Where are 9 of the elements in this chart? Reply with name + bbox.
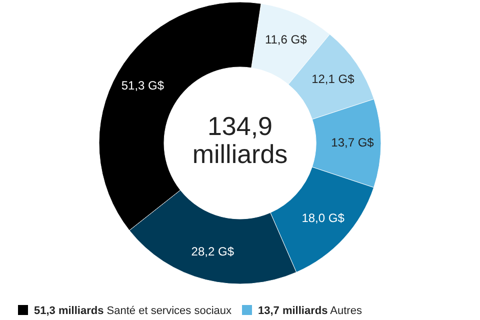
data-label: 51,3 G$ xyxy=(121,78,164,93)
text: 134,9 milliards xyxy=(192,111,288,169)
data-label: 11,6 G$ xyxy=(264,32,308,46)
legend-label: 51,3 milliards Santé et services sociaux xyxy=(34,305,232,317)
data-label: 12,1 G$ xyxy=(312,72,355,86)
data-label: 18,0 G$ xyxy=(302,211,345,226)
data-label: 28,2 G$ xyxy=(191,244,234,258)
data-label: 13,7 G$ xyxy=(331,135,374,150)
legend-label: 13,7 milliards Autres xyxy=(258,305,362,317)
